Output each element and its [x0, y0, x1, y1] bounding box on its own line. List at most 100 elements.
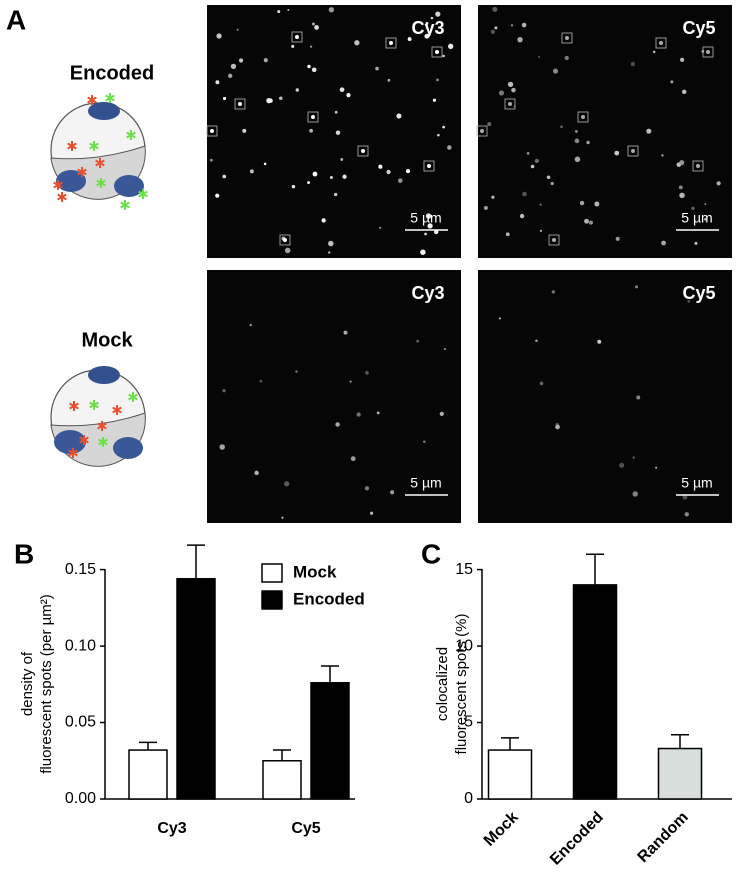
y-tick-label: 10	[455, 637, 473, 654]
spot-box	[548, 234, 560, 246]
spot-box	[476, 125, 488, 137]
fluorescent-spot	[279, 96, 283, 101]
x-tick-label: Encoded	[547, 809, 607, 869]
spot-box	[423, 160, 435, 172]
y-tick-label: 0.00	[65, 790, 96, 807]
micrograph	[207, 270, 461, 523]
fluorescent-spot	[335, 130, 341, 135]
x-tick-label: Cy3	[157, 820, 186, 837]
fluorescent-spot	[210, 129, 214, 133]
fluorescent-spot	[511, 87, 516, 93]
fluorescent-spot	[216, 33, 222, 39]
fluorescent-spot	[370, 511, 374, 515]
fluorescent-spot	[551, 290, 555, 294]
spot-box	[234, 98, 246, 110]
fluorescent-spot	[307, 64, 311, 69]
fluorescent-spot	[439, 411, 444, 417]
fluorescent-spot	[655, 466, 658, 469]
fluorescent-spot	[447, 145, 452, 150]
fluorescent-spot	[574, 156, 581, 163]
fluorescent-spot	[397, 178, 403, 183]
fluorescent-spot	[424, 33, 430, 39]
fluorescent-spot	[687, 299, 691, 303]
fluorescent-spot	[281, 516, 284, 519]
fluorescent-spot	[498, 317, 501, 320]
fluorescent-spot	[263, 58, 268, 63]
channel-label: Cy5	[682, 18, 715, 38]
spot-box	[431, 46, 443, 58]
fluorescent-spot	[365, 371, 369, 375]
spot-box	[385, 37, 397, 49]
fluorescent-spot	[390, 490, 395, 495]
fluorescent-spot	[361, 149, 365, 153]
fluorescent-spot	[425, 21, 429, 25]
fluorescent-spot	[222, 174, 227, 179]
fluorescent-spot	[334, 110, 338, 114]
fluorescent-spot	[552, 68, 559, 74]
asterisk-stroke	[89, 142, 99, 150]
fluorescent-spot	[442, 54, 445, 58]
fluorescent-spot	[694, 241, 698, 245]
fluorescent-spot	[659, 41, 663, 45]
asterisk-stroke	[96, 179, 106, 187]
fluorescent-spot	[228, 73, 233, 78]
legend-swatch	[261, 590, 283, 610]
fluorescent-spot	[222, 388, 226, 393]
y-axis-label: colocalized	[434, 647, 451, 721]
legend-label: Mock	[293, 562, 337, 581]
fluorescent-spot	[530, 164, 535, 169]
fluorescent-spot	[635, 285, 639, 289]
fluorescent-spot	[632, 456, 635, 459]
spot-box	[655, 37, 667, 49]
asterisk-stroke	[138, 190, 148, 198]
fluorescent-spot	[342, 174, 347, 179]
fluorescent-spot	[552, 238, 556, 242]
fluorescent-spot	[396, 113, 402, 119]
fluorescent-spot	[521, 22, 527, 28]
fluorescent-spot	[716, 181, 721, 186]
fluorescent-spot	[432, 98, 437, 102]
fluorescent-spot	[505, 232, 510, 237]
row-label: Encoded	[70, 62, 154, 84]
fluorescent-spot	[539, 203, 542, 206]
fluorescent-spot	[309, 128, 314, 133]
asterisk-stroke	[77, 168, 87, 176]
fluorescent-spot	[581, 115, 585, 119]
fluorescent-spot	[433, 229, 439, 235]
fluorescent-spot	[696, 164, 700, 168]
fluorescent-spot	[491, 195, 495, 199]
row-label: Mock	[81, 329, 133, 351]
channel-label: Cy5	[682, 283, 715, 303]
panel-label: B	[14, 538, 34, 569]
y-tick-label: 5	[464, 714, 473, 731]
fluorescent-spot	[328, 240, 334, 247]
fluorescent-spot	[425, 213, 432, 219]
fluorescent-spot	[230, 63, 237, 70]
fluorescent-spot	[222, 96, 227, 101]
fluorescent-spot	[670, 80, 674, 84]
channel-label: Cy3	[411, 283, 444, 303]
fluorescent-spot	[356, 412, 361, 417]
scale-bar-label: 5 µm	[410, 210, 441, 226]
panel-label: A	[6, 4, 26, 35]
spot-box	[206, 125, 218, 137]
asterisk-stroke	[87, 96, 97, 104]
fluorescent-spot	[494, 26, 498, 30]
asterisk-stroke	[95, 159, 105, 167]
fluorescent-spot	[636, 395, 641, 400]
spot-box	[357, 145, 369, 157]
fluorescent-spot	[311, 67, 317, 73]
fluorescent-spot	[354, 40, 360, 46]
fluorescent-spot	[334, 192, 338, 197]
micrograph	[478, 270, 732, 523]
fluorescent-spot	[339, 87, 345, 93]
spot-box	[577, 111, 589, 123]
asterisk-stroke	[67, 142, 77, 150]
fluorescent-spot	[510, 24, 514, 27]
fluorescent-spot	[242, 128, 247, 133]
fluorescent-spot	[614, 150, 620, 156]
fluorescent-spot	[309, 45, 313, 48]
fluorescent-spot	[546, 175, 551, 180]
sphere-mock	[50, 366, 146, 467]
fluorescent-spot	[537, 55, 541, 58]
